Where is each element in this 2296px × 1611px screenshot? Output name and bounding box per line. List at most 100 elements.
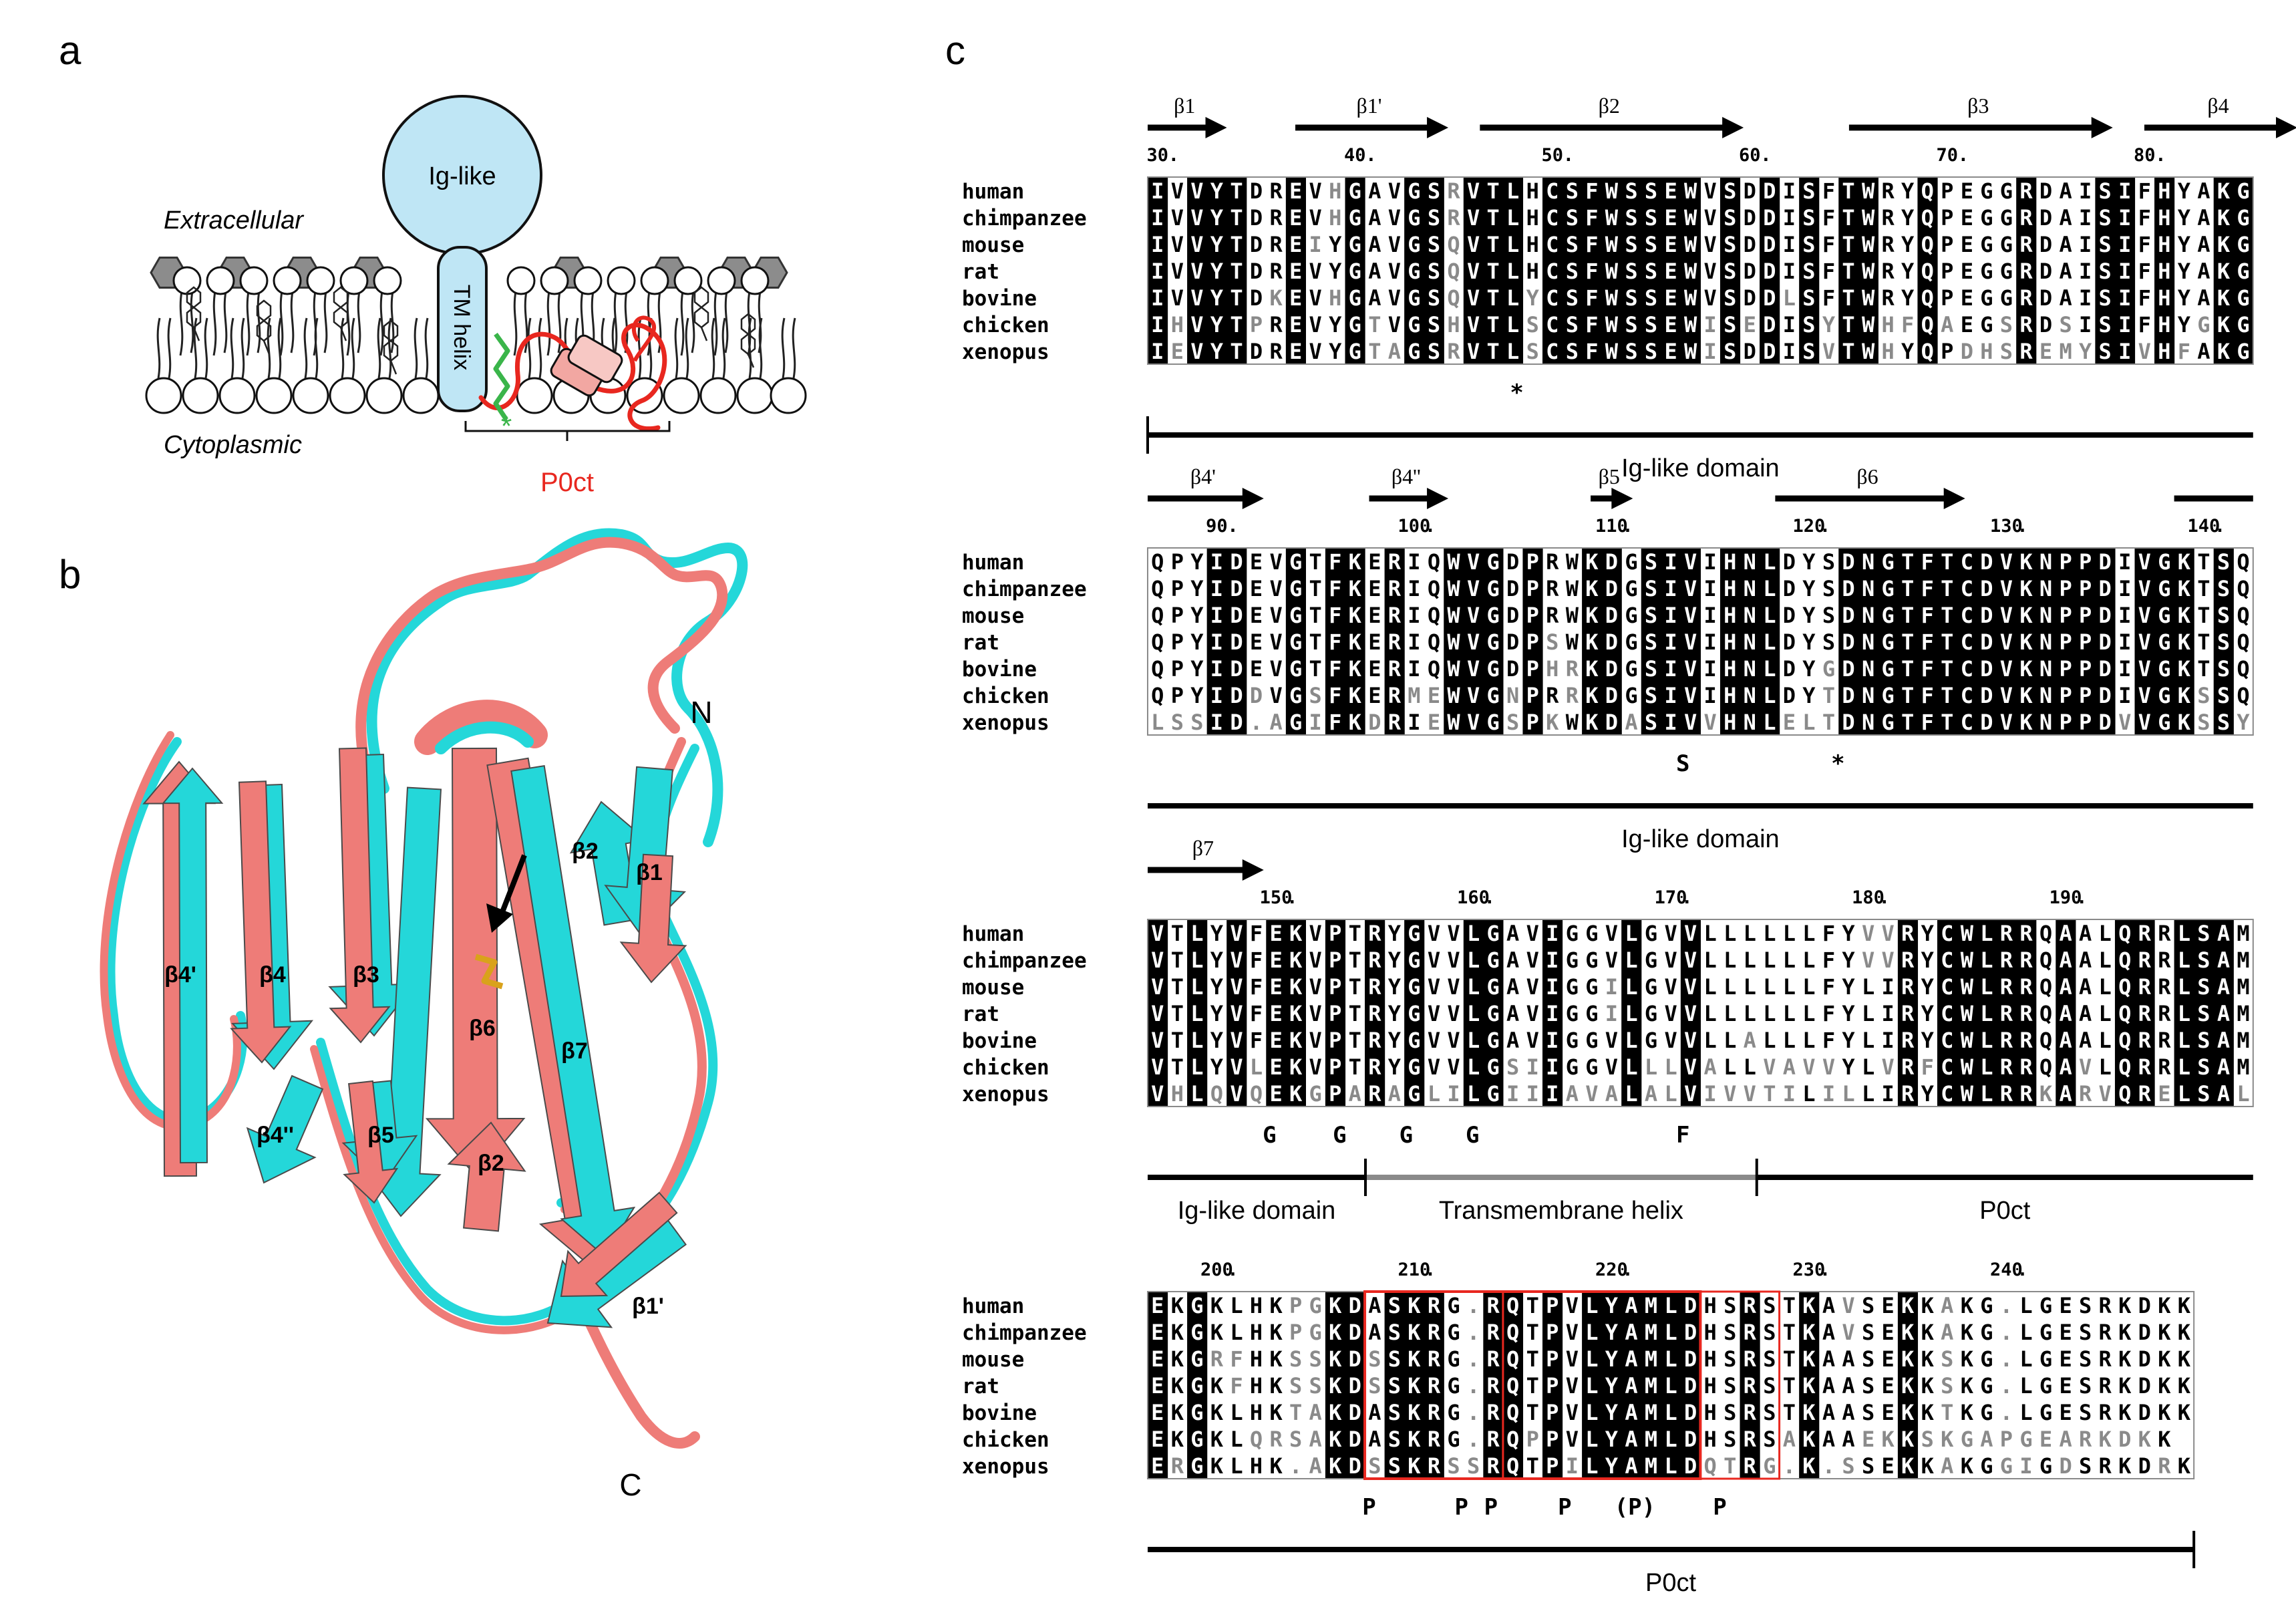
residue: D (1980, 603, 1993, 628)
residue: P (1526, 1427, 1539, 1452)
residue: R (1744, 1453, 1757, 1479)
residue: A (2079, 947, 2092, 973)
residue: D (2099, 683, 2112, 708)
residue: T (1941, 656, 1953, 682)
residue: R (1269, 259, 1283, 284)
residue: L (1783, 974, 1796, 1000)
residue: L (1744, 947, 1756, 973)
conserved-column (1641, 177, 1661, 364)
residue: L (1585, 1320, 1598, 1345)
residue: K (1408, 1400, 1421, 1425)
residue: D (1506, 603, 1519, 628)
residue: K (1289, 947, 1303, 973)
residue: P (1546, 1373, 1559, 1399)
strand-label-b4: β4 (259, 962, 286, 988)
residue: K (1171, 1400, 1184, 1425)
residue: L (1980, 947, 1993, 973)
residue: K (1961, 1400, 1974, 1425)
residue: K (1289, 1054, 1303, 1080)
residue: E (1151, 1346, 1164, 1372)
lipid-tail-upper (546, 291, 562, 356)
residue: E (2059, 1293, 2072, 1318)
residue: R (1171, 1453, 1184, 1479)
conserved-column (1463, 177, 1484, 364)
residue: L (2019, 1373, 2032, 1399)
residue: N (2039, 603, 2052, 628)
residue: V (1269, 549, 1282, 575)
residue: . (1467, 1400, 1480, 1425)
residue: I (1783, 232, 1796, 257)
residue: P (1941, 285, 1953, 311)
sse-strand-label: β2 (1599, 94, 1620, 118)
residue: G (1585, 947, 1598, 973)
residue: V (1309, 259, 1322, 284)
residue: C (1961, 656, 1973, 682)
residue: L (2178, 921, 2190, 946)
residue: V (1388, 205, 1401, 231)
residue: A (1625, 1293, 1637, 1318)
residue: V (1388, 285, 1401, 311)
residue: D (2099, 656, 2112, 682)
residue: Y (1210, 974, 1224, 1000)
residue: H (1724, 549, 1736, 575)
residue: K (1802, 1400, 1816, 1425)
conserved-column (1601, 177, 1622, 364)
lipid-tail-lower (748, 317, 763, 379)
residue: I (1704, 603, 1717, 628)
residue: R (2019, 1028, 2033, 1053)
residue: M (1645, 1400, 1657, 1425)
lipid-head-lower (516, 377, 553, 414)
residue: R (1486, 1400, 1500, 1425)
residue: Y (1388, 1028, 1402, 1053)
conserved-column (1384, 548, 1405, 735)
residue: P (1941, 205, 1953, 231)
residue: L (1190, 921, 1203, 946)
residue: . (1783, 1453, 1796, 1479)
residue: P (1329, 1028, 1341, 1053)
residue: V (1151, 1081, 1164, 1107)
residue: Q (2237, 683, 2249, 708)
residue: V (1230, 1028, 1243, 1053)
residue: L (1585, 1400, 1598, 1425)
residue: F (1250, 1028, 1263, 1053)
residue: F (1921, 656, 1934, 682)
residue: Q (1921, 285, 1934, 311)
residue: D (1250, 683, 1263, 708)
residue: V (1467, 549, 1480, 575)
residue: K (2118, 1320, 2132, 1345)
residue: . (1467, 1373, 1480, 1399)
residue: D (1842, 710, 1854, 735)
residue: V (1566, 1320, 1579, 1345)
residue: I (1704, 629, 1717, 655)
residue: K (2158, 1320, 2171, 1345)
residue: E (1862, 1427, 1874, 1452)
residue: K (1269, 1293, 1283, 1318)
conserved-column (1483, 548, 1504, 735)
residue: F (1921, 1054, 1934, 1080)
residue: A (1783, 1427, 1796, 1452)
residue: F (1585, 205, 1598, 231)
cholesterol (383, 319, 399, 375)
residue: R (1368, 1028, 1381, 1053)
residue: G (1408, 232, 1420, 257)
lipid-head-lower (663, 377, 700, 414)
residue: P (1171, 549, 1184, 575)
residue: E (1289, 339, 1302, 364)
residue: E (1664, 178, 1677, 204)
residue: S (1388, 1400, 1401, 1425)
residue: R (1744, 1427, 1757, 1452)
residue: P (2059, 629, 2072, 655)
residue: V (1151, 1028, 1164, 1053)
residue: R (1486, 1453, 1500, 1479)
residue: W (1862, 285, 1875, 311)
residue: R (2019, 1081, 2033, 1107)
residue: . (1467, 1320, 1480, 1345)
residue: D (2099, 549, 2112, 575)
residue: I (1704, 339, 1717, 364)
residue: D (2138, 1373, 2151, 1399)
residue: T (1842, 312, 1854, 337)
residue: I (1704, 656, 1717, 682)
residue: N (1744, 710, 1756, 735)
residue: G (1566, 1001, 1579, 1026)
